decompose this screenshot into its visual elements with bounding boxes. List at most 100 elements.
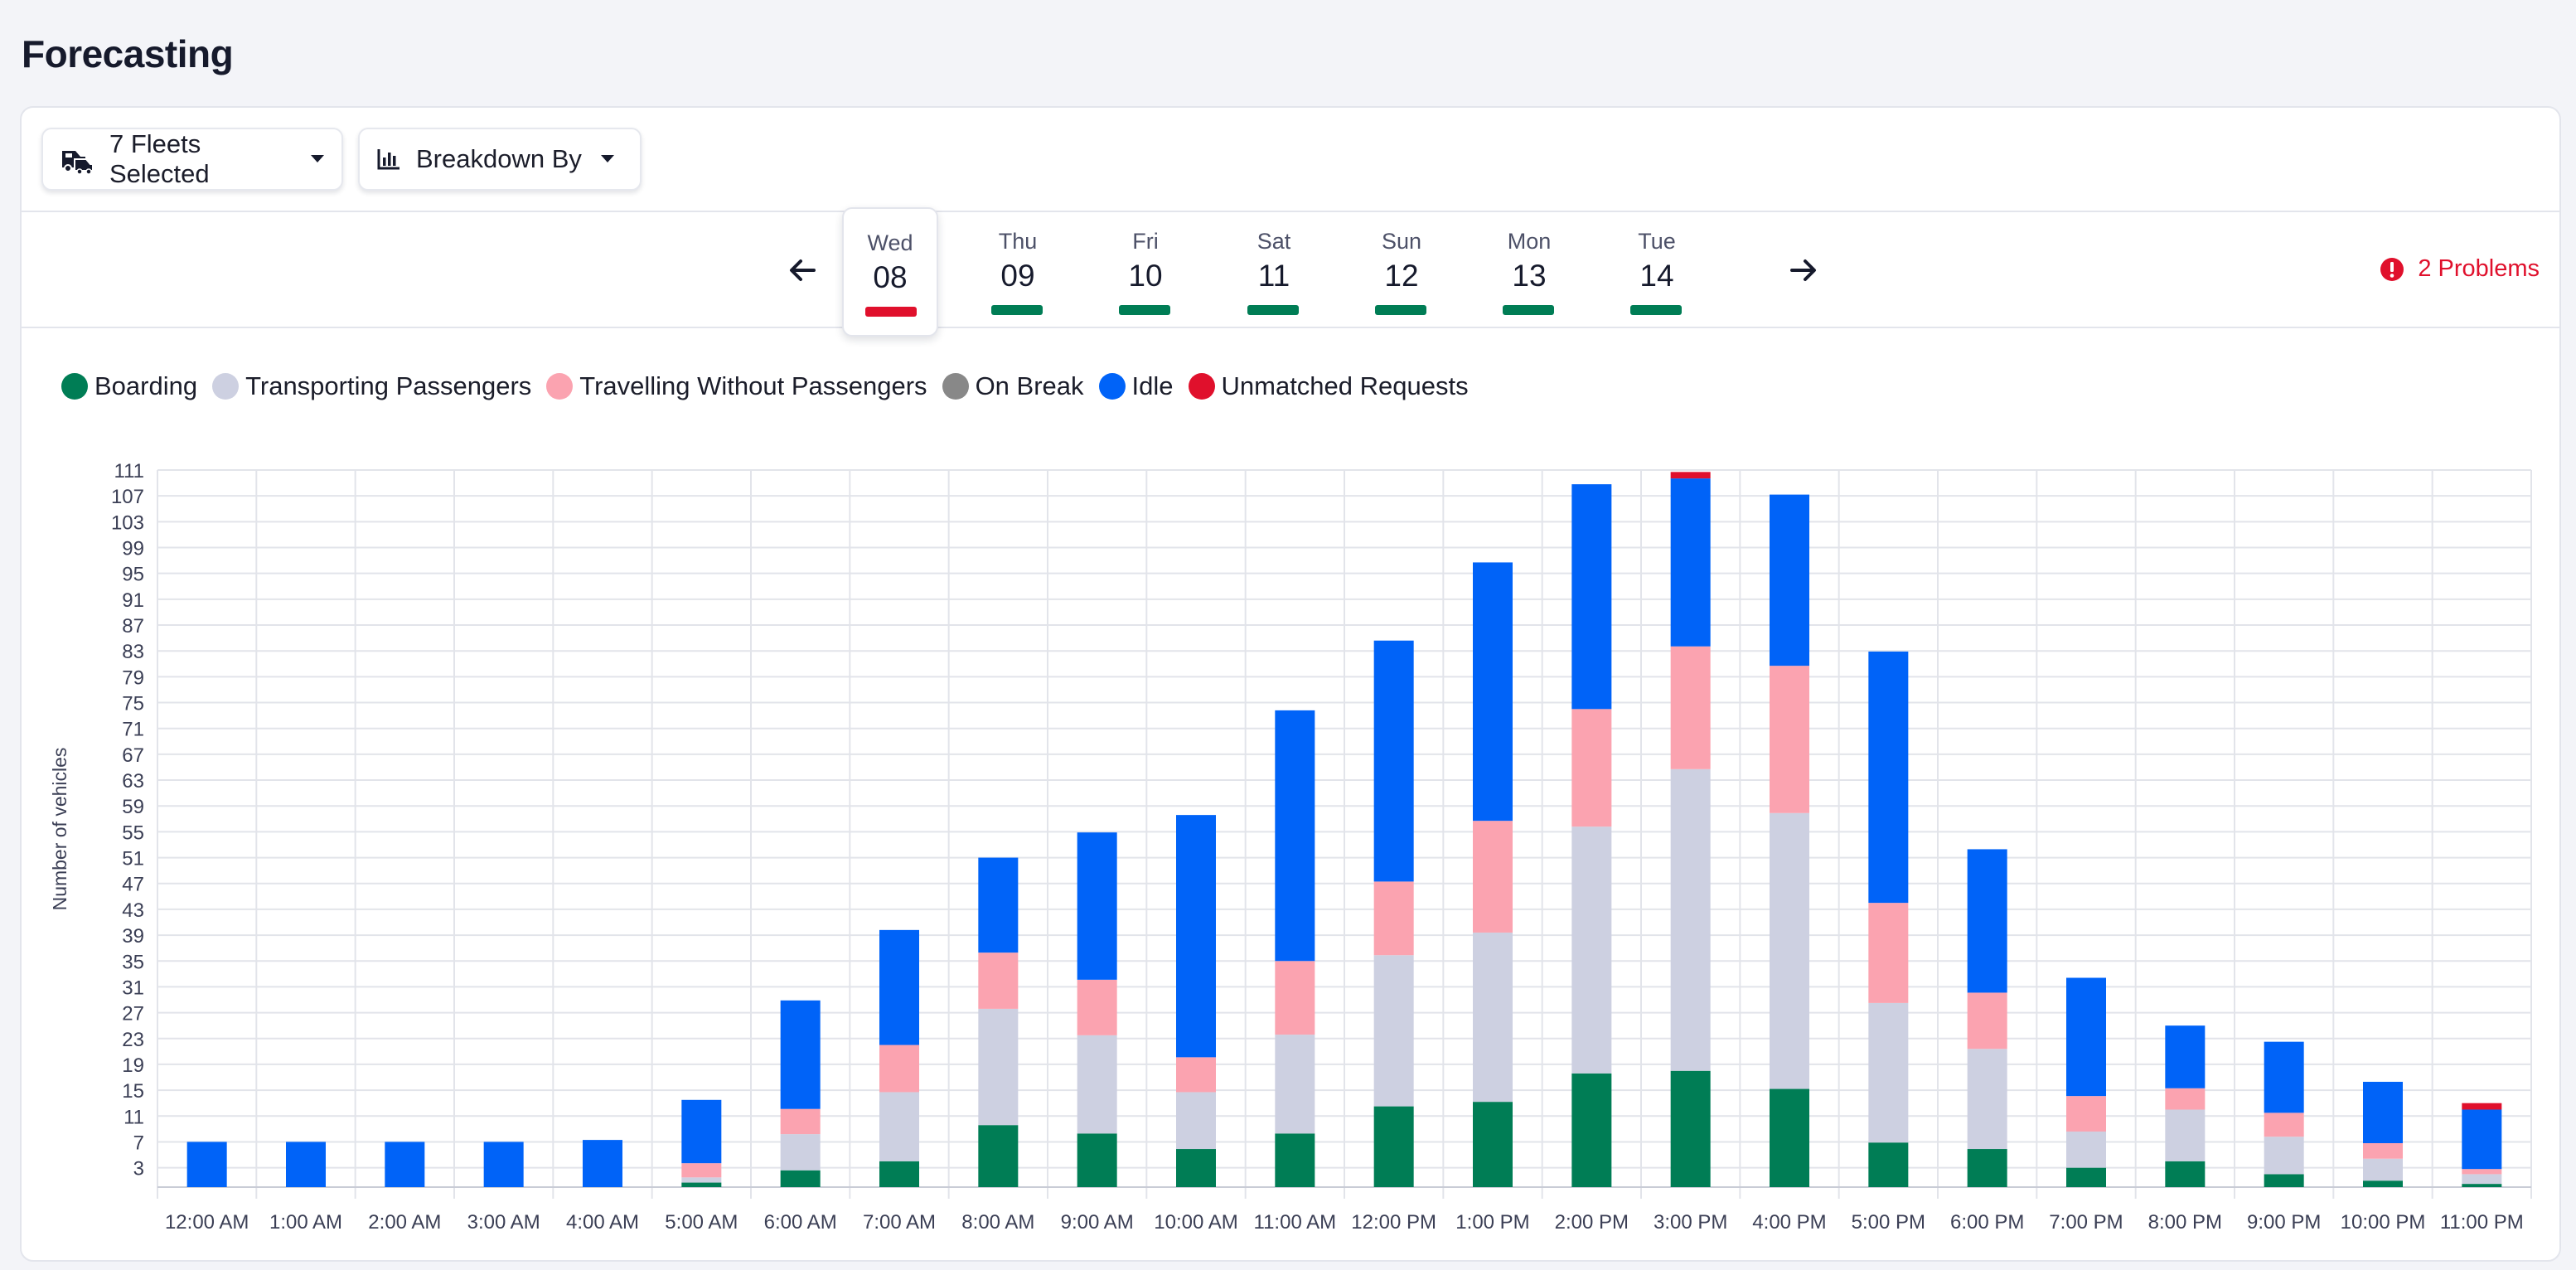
bar-segment [1077,1133,1117,1187]
x-tick-label: 10:00 AM [1154,1211,1237,1234]
y-tick-label: 31 [122,977,144,999]
bar-segment [1968,1149,2007,1187]
x-tick-label: 5:00 PM [1852,1211,1925,1234]
bar-segment [1473,1102,1513,1187]
x-tick-label: 4:00 AM [566,1211,639,1234]
bar-segment [781,1109,821,1134]
bar-segment [1671,472,1711,478]
bar-segment [1176,1057,1216,1092]
bar-segment [1671,1071,1711,1187]
bar-segment [1077,832,1117,980]
bar-segment [187,1142,227,1187]
y-tick-label: 39 [122,925,144,948]
bar-segment [978,858,1018,953]
bar-segment [2363,1143,2403,1159]
bar-segment [2165,1025,2205,1088]
y-axis-label: Number of vehicles [49,748,70,911]
y-tick-label: 15 [122,1080,144,1103]
y-tick-label: 19 [122,1054,144,1077]
bar-segment [1770,813,1809,1089]
x-tick-label: 1:00 PM [1455,1211,1529,1234]
bar-segment [1770,1089,1809,1187]
bar-segment [879,930,919,1045]
bar-segment [1571,484,1611,709]
bar-segment [1868,1142,1908,1187]
bar-segment [978,1125,1018,1187]
bar-segment [1176,1149,1216,1187]
bar-segment [385,1142,424,1187]
bar-segment [1571,826,1611,1074]
y-tick-label: 63 [122,770,144,793]
x-tick-label: 11:00 AM [1254,1211,1337,1234]
bar-segment [1770,666,1809,813]
x-tick-label: 5:00 AM [665,1211,738,1234]
bar-segment [1374,641,1414,882]
y-tick-label: 55 [122,822,144,844]
bar-segment [2462,1109,2501,1169]
x-tick-label: 9:00 PM [2247,1211,2321,1234]
x-tick-label: 12:00 PM [1351,1211,1436,1234]
y-tick-label: 71 [122,719,144,741]
bar-segment [681,1100,721,1163]
y-tick-label: 83 [122,641,144,663]
forecast-card: 7 Fleets Selected Breakdown By Wed 08 Thu 0… [20,106,2561,1262]
x-tick-label: 2:00 AM [368,1211,441,1234]
bar-segment [2363,1082,2403,1143]
bar-segment [1868,1003,1908,1142]
bar-segment [978,1009,1018,1125]
x-tick-label: 4:00 PM [1752,1211,1826,1234]
y-tick-label: 35 [122,951,144,973]
bar-segment [2363,1159,2403,1180]
bar-segment [978,952,1018,1009]
bar-segment [1868,652,1908,903]
x-tick-label: 6:00 PM [1950,1211,2024,1234]
bar-segment [1077,980,1117,1035]
x-tick-label: 8:00 AM [961,1211,1034,1234]
bar-segment [681,1183,721,1187]
bar-segment [1473,933,1513,1102]
x-tick-label: 1:00 AM [269,1211,342,1234]
bar-segment [2264,1174,2304,1187]
bar-segment [2264,1112,2304,1137]
stacked-bar-chart: 3 7 11 15 19 23 27 31 35 39 43 47 51 55 59 63 67 71 75 79 83… [22,108,2561,1262]
bar-segment [1868,903,1908,1003]
bar-segment [879,1161,919,1187]
bar-segment [1671,647,1711,769]
bar-segment [681,1163,721,1177]
page-title: Forecasting [22,32,233,76]
y-tick-label: 47 [122,874,144,896]
bar-segment [1275,1133,1315,1187]
x-tick-label: 7:00 PM [2049,1211,2123,1234]
bar-segment [2462,1169,2501,1174]
y-tick-label: 91 [122,589,144,612]
bar-segment [781,1171,821,1187]
bar-segment [2363,1180,2403,1187]
bar-segment [1770,495,1809,667]
bar-segment [1671,478,1711,647]
bar-segment [781,1134,821,1171]
y-tick-label: 107 [111,486,144,508]
bar-segment [2462,1184,2501,1187]
bar-segment [2462,1174,2501,1184]
x-tick-label: 7:00 AM [863,1211,936,1234]
bar-segment [2264,1137,2304,1174]
bar-segment [2066,978,2106,1097]
bar-segment [1275,961,1315,1035]
bar-segment [1968,1049,2007,1149]
bar-segment [1275,710,1315,961]
bar-segment [879,1045,919,1093]
bar-segment [879,1092,919,1161]
y-tick-label: 7 [133,1132,144,1154]
y-tick-label: 79 [122,667,144,689]
bar-segment [781,1001,821,1109]
bar-segment [2066,1132,2106,1168]
bar-segment [286,1142,326,1187]
bar-segment [1473,821,1513,933]
x-tick-label: 3:00 PM [1654,1211,1727,1234]
x-tick-label: 9:00 AM [1061,1211,1134,1234]
bar-segment [1176,1092,1216,1149]
bar-segment [2165,1109,2205,1161]
bar-segment [1968,849,2007,992]
bar-segment [583,1140,622,1187]
x-tick-label: 8:00 PM [2148,1211,2222,1234]
